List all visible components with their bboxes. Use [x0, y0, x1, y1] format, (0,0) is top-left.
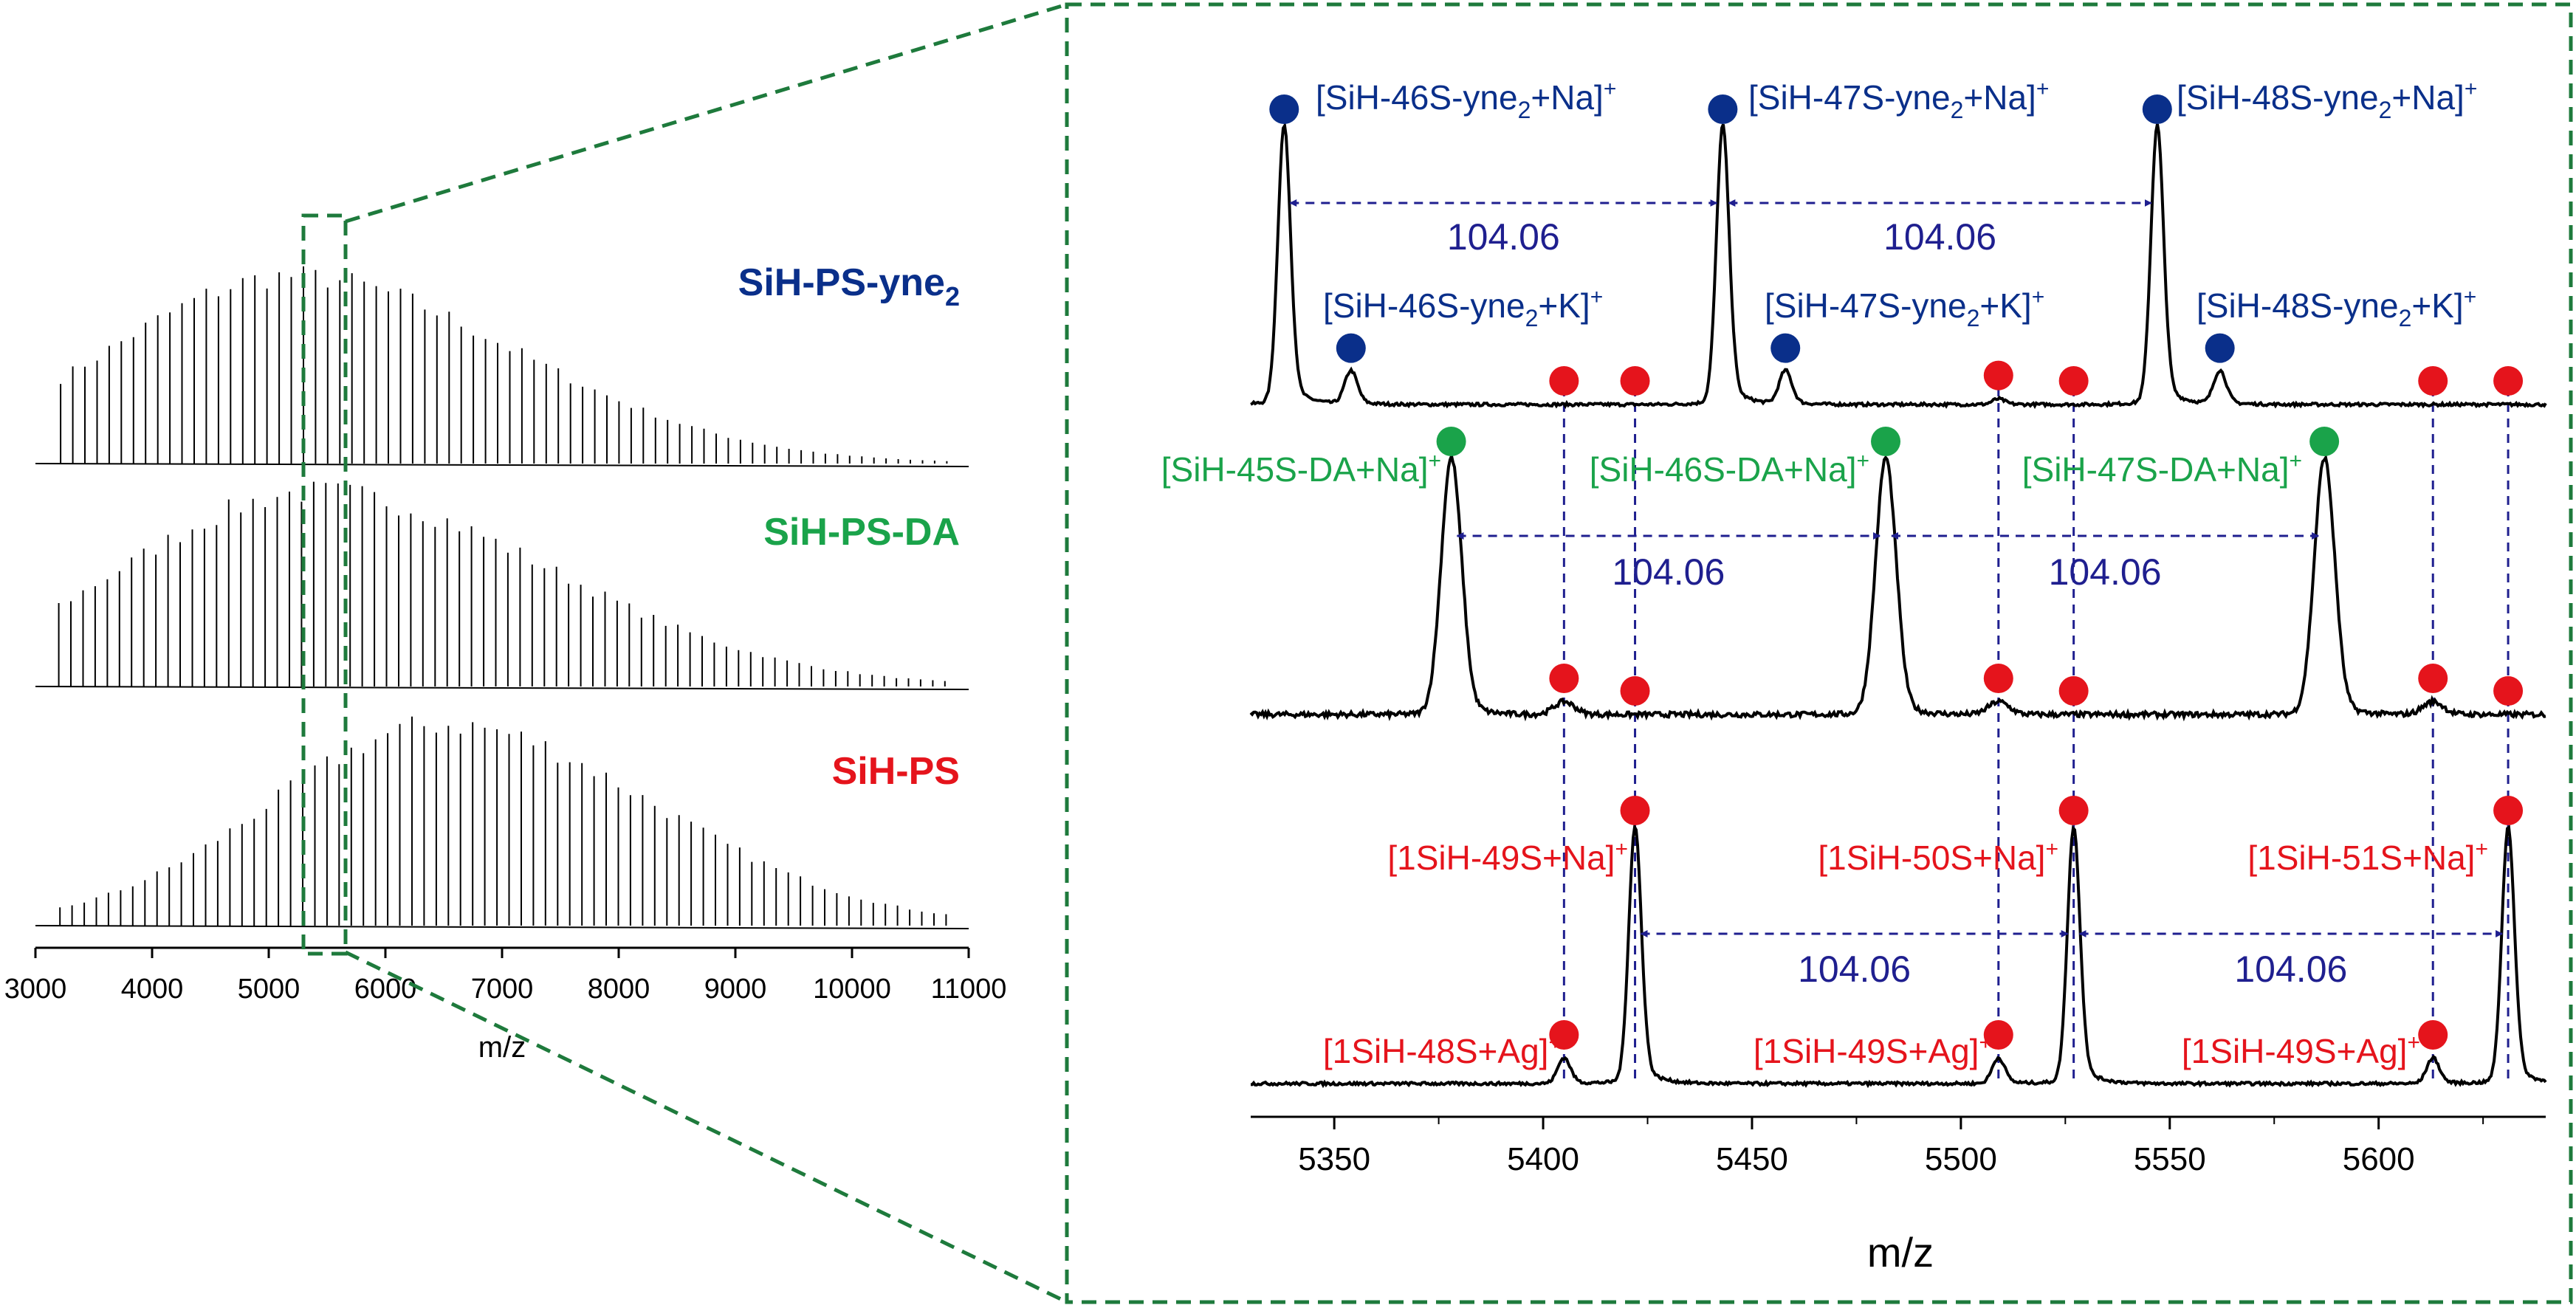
- overview-traces: [35, 266, 969, 929]
- overview-x-tick-label: 6000: [354, 974, 417, 1005]
- peak-label: [SiH-46S-DA+Na]+: [1590, 449, 1869, 489]
- peak-marker-blue: [1336, 333, 1366, 363]
- spacing-label: 104.06: [1883, 216, 1996, 258]
- peak-label: [SiH-45S-DA+Na]+: [1161, 449, 1441, 489]
- peak-marker-red: [2058, 676, 2089, 706]
- peak-marker-red: [2058, 796, 2089, 825]
- zoom-peak-labels: [SiH-46S-yne2+Na]+ [SiH-47S-yne2+Na]+ [SiH…: [1161, 77, 2488, 1070]
- peak-marker-blue: [1770, 333, 1801, 363]
- peak-marker-red: [2493, 366, 2524, 396]
- overview-trace-3: [35, 716, 969, 929]
- zoom-connector-top: [345, 2, 1068, 224]
- zoom-x-tick-label: 5400: [1507, 1141, 1579, 1177]
- overview-x-tick-label: 5000: [238, 974, 300, 1005]
- spacing-label: 104.06: [1798, 949, 1911, 990]
- overview-x-tick-label: 3000: [4, 974, 67, 1005]
- peak-label: [SiH-46S-yne2+K]+: [1323, 285, 1603, 331]
- spacing-label: 104.06: [1612, 551, 1725, 593]
- overview-panel: SiH-PS-yne2 SiH-PS-DA SiH-PS 3000 4000 500…: [4, 213, 1007, 1064]
- zoom-panel: 104.06 104.06 104.06 104.06 104.06 104.06 [Si…: [1065, 2, 2573, 1304]
- peak-label: [1SiH-49S+Ag]+: [2182, 1030, 2420, 1070]
- overview-x-tick-label: 10000: [813, 974, 891, 1005]
- series-label-da: SiH-PS-DA: [763, 511, 960, 554]
- peak-marker-red: [1983, 664, 2013, 693]
- zoom-x-tick-label: 5500: [1925, 1141, 1997, 1177]
- zoom-connector-bottom: [344, 950, 1068, 1304]
- peak-label: [SiH-47S-yne2+K]+: [1765, 285, 2044, 331]
- peak-label: [1SiH-51S+Na]+: [2247, 837, 2488, 877]
- peak-marker-red: [1620, 796, 1650, 825]
- zoom-trace-3: [1250, 822, 2547, 1089]
- spacing-label: 104.06: [2234, 949, 2347, 990]
- peak-marker-red: [2418, 1020, 2448, 1050]
- overview-x-tick-label: 11000: [931, 974, 1007, 1005]
- zoom-trace-1: [1250, 121, 2547, 410]
- peak-marker-red: [2058, 366, 2089, 396]
- zoom-guide-lines: [1562, 388, 2510, 1085]
- peak-label: [1SiH-50S+Na]+: [1818, 837, 2058, 877]
- peak-marker-blue: [2142, 94, 2172, 124]
- series-label-ps: SiH-PS: [832, 750, 960, 793]
- peak-label: [SiH-47S-DA+Na]+: [2022, 449, 2302, 489]
- peak-marker-red: [2493, 796, 2524, 825]
- zoom-spacing-arrows: 104.06 104.06 104.06 104.06 104.06 104.06: [1289, 199, 2504, 990]
- overview-x-tick-label: 8000: [588, 974, 650, 1005]
- overview-trace-2: [35, 481, 969, 690]
- zoom-panel-frame: [1065, 2, 2573, 1304]
- peak-marker-red: [1549, 366, 1579, 396]
- zoom-x-tick-label: 5550: [2134, 1141, 2206, 1177]
- peak-marker-red: [2418, 664, 2448, 693]
- overview-x-ticks: 3000 4000 5000 6000 7000 8000 9000 10000 11000: [4, 948, 1007, 1005]
- peak-marker-blue: [1269, 94, 1299, 124]
- overview-trace-1: [35, 266, 969, 467]
- zoom-traces: [1249, 121, 2547, 1089]
- peak-marker-green: [1871, 427, 1901, 456]
- peak-marker-green: [2309, 427, 2340, 456]
- peak-marker-red: [2493, 676, 2524, 706]
- peak-label: [SiH-48S-yne2+Na]+: [2177, 77, 2477, 123]
- peak-marker-blue: [2205, 333, 2235, 363]
- peak-marker-blue: [1708, 94, 1738, 124]
- peak-label: [SiH-48S-yne2+K]+: [2197, 285, 2476, 331]
- zoom-peak-markers: [1269, 94, 2524, 1050]
- peak-marker-red: [1549, 664, 1579, 693]
- overview-x-tick-label: 7000: [471, 974, 534, 1005]
- peak-label: [1SiH-48S+Ag]+: [1323, 1030, 1562, 1070]
- spacing-label: 104.06: [2049, 551, 2162, 593]
- peak-marker-red: [2418, 366, 2448, 396]
- peak-label: [1SiH-49S+Ag]+: [1754, 1030, 1992, 1070]
- zoom-x-tick-label: 5350: [1298, 1141, 1370, 1177]
- overview-x-tick-label: 4000: [121, 974, 184, 1005]
- peak-marker-red: [1620, 676, 1650, 706]
- peak-label: [1SiH-49S+Na]+: [1387, 837, 1628, 877]
- zoom-x-tick-label: 5450: [1716, 1141, 1788, 1177]
- zoom-x-tick-label: 5600: [2343, 1141, 2415, 1177]
- peak-label: [SiH-47S-yne2+Na]+: [1748, 77, 2049, 123]
- peak-label: [SiH-46S-yne2+Na]+: [1316, 77, 1616, 123]
- overview-x-tick-label: 9000: [704, 974, 767, 1005]
- zoom-region-box: [301, 213, 348, 956]
- peak-marker-red: [1983, 360, 2013, 390]
- spacing-label: 104.06: [1447, 216, 1560, 258]
- peak-marker-red: [1983, 1020, 2013, 1050]
- series-label-yne2: SiH-PS-yne2: [738, 261, 960, 311]
- zoom-x-axis-title: m/z: [1867, 1229, 1934, 1276]
- zoom-trace-2: [1249, 451, 2546, 722]
- peak-marker-red: [1620, 366, 1650, 396]
- peak-marker-green: [1436, 427, 1466, 456]
- peak-marker-red: [1549, 1020, 1579, 1050]
- zoom-x-ticks: 5350 5400 5450 5500 5550 5600: [1298, 1117, 2484, 1177]
